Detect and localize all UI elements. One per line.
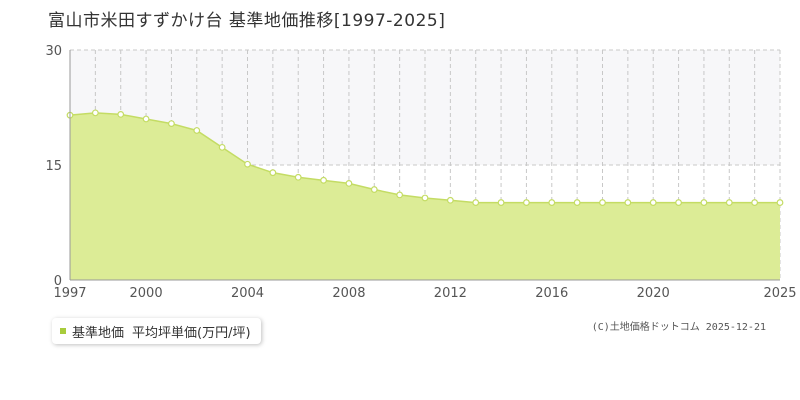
data-point: [345, 179, 353, 187]
y-tick-labels: 0 15 30: [45, 44, 62, 289]
y-tick-label: 30: [45, 44, 62, 59]
data-point: [193, 127, 201, 134]
data-point: [523, 199, 530, 206]
data-point: [751, 199, 759, 206]
data-point: [320, 176, 327, 184]
data-point: [396, 191, 404, 199]
data-point: [218, 143, 226, 151]
legend-swatch: [60, 328, 66, 334]
y-tick-label: 15: [45, 159, 62, 174]
x-tick-label: 2020: [637, 286, 670, 301]
data-point: [370, 186, 378, 193]
data-point: [573, 199, 581, 206]
data-point: [446, 196, 454, 204]
data-point: [244, 160, 251, 168]
x-tick-label: 2025: [763, 286, 796, 301]
area-fill: [70, 112, 780, 280]
x-tick-labels: 1997 2000 2004 2008 2012 2016 2020 2025: [53, 286, 796, 301]
data-point: [117, 110, 125, 118]
data-point: [472, 199, 480, 206]
data-point: [168, 120, 175, 127]
data-point: [91, 109, 99, 117]
data-point: [269, 169, 277, 177]
x-tick-label: 2008: [332, 286, 365, 301]
credit-text: (C)土地価格ドットコム 2025-12-21: [591, 322, 766, 333]
chart-title: 富山市米田すずかけ台 基準地価推移[1997-2025]: [48, 11, 446, 31]
data-point: [649, 199, 657, 206]
x-tick-label: 2004: [231, 286, 264, 301]
legend-series-label: 基準地価: [72, 325, 125, 341]
x-tick-label: 2016: [535, 286, 568, 301]
y-tick-label: 0: [54, 274, 62, 289]
data-point: [294, 173, 302, 181]
legend-unit-label: 平均坪単価(万円/坪): [132, 325, 251, 341]
data-point: [599, 199, 606, 206]
data-point: [421, 194, 429, 202]
axes: [69, 50, 780, 281]
data-point: [548, 199, 556, 206]
data-point: [725, 199, 733, 206]
data-point: [624, 199, 632, 206]
data-point: [675, 199, 682, 206]
x-tick-label: 1997: [53, 286, 86, 301]
x-tick-label: 2000: [130, 286, 163, 301]
data-point: [700, 199, 708, 206]
x-tick-label: 2012: [434, 286, 467, 301]
data-point: [142, 115, 150, 123]
data-point: [776, 199, 784, 206]
legend: 基準地価 平均坪単価(万円/坪): [52, 318, 261, 344]
data-point: [497, 199, 505, 206]
